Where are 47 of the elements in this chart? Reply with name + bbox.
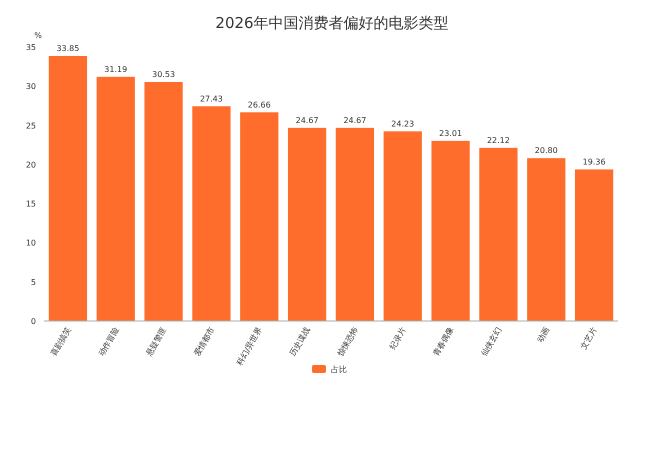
chart-title: 2026年中国消费者偏好的电影类型 xyxy=(215,14,449,32)
bar xyxy=(479,148,518,321)
y-tick-label: 20 xyxy=(26,160,36,170)
text: 31.19 xyxy=(104,64,128,74)
y-tick-label: 0 xyxy=(30,317,36,326)
text: 24.23 xyxy=(391,119,414,128)
bar xyxy=(288,128,326,321)
y-tick-label: 25 xyxy=(26,121,36,130)
x-tick-label: 动作冒险 xyxy=(96,326,120,358)
x-tick-label: 惊悚恐怖 xyxy=(335,326,360,359)
text: 24.67 xyxy=(343,116,366,125)
bar xyxy=(192,106,231,321)
text: 20.80 xyxy=(534,146,558,156)
bar xyxy=(240,112,278,321)
bar xyxy=(336,128,374,321)
bar xyxy=(96,76,135,321)
x-tick-label: 文艺片 xyxy=(579,326,599,351)
bar xyxy=(431,140,470,321)
text: 19.36 xyxy=(582,157,606,166)
y-tick-label: 35 xyxy=(26,43,36,52)
text: 22.12 xyxy=(486,136,510,145)
x-tick-label: 仙侠玄幻 xyxy=(479,326,504,358)
bar xyxy=(48,56,88,321)
legend-label: 占比 xyxy=(331,365,347,374)
x-tick-label: 爱情都市 xyxy=(192,326,216,358)
text: 30.53 xyxy=(152,70,176,79)
text: 23.01 xyxy=(439,128,462,138)
y-axis-title: % xyxy=(34,31,42,40)
bar xyxy=(574,169,614,321)
text: 33.85 xyxy=(56,44,80,54)
x-tick-label: 科幻/异世界 xyxy=(234,326,264,367)
y-tick-label: 10 xyxy=(26,238,36,248)
y-tick-label: 30 xyxy=(26,82,36,92)
text: 26.66 xyxy=(248,100,271,110)
x-tick-label: 喜剧搞笑 xyxy=(48,326,73,358)
x-tick-label: 纪录片 xyxy=(388,326,408,351)
bar xyxy=(144,82,183,321)
y-tick-label: 5 xyxy=(30,278,36,287)
bar xyxy=(384,131,422,321)
x-tick-label: 青春偶像 xyxy=(432,326,456,358)
x-tick-label: 悬疑警匪 xyxy=(144,326,168,359)
x-tick-label: 动画 xyxy=(535,326,551,344)
bar xyxy=(527,158,566,321)
x-tick-label: 历史谍战 xyxy=(288,326,312,358)
text: 27.43 xyxy=(200,94,223,104)
y-tick-label: 15 xyxy=(26,200,36,209)
text: 24.67 xyxy=(296,116,319,125)
